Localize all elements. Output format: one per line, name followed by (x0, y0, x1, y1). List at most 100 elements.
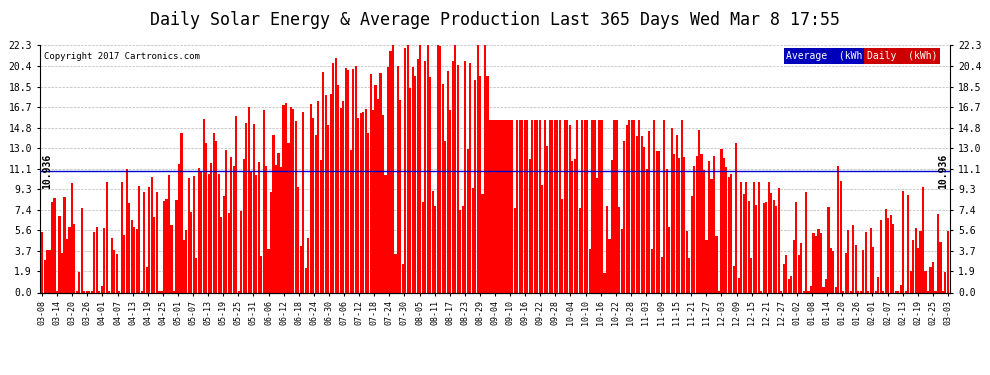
Bar (504, 120, 506, 292)
Bar (663, 120, 665, 292)
Bar (741, 182, 742, 292)
Bar (780, 291, 782, 292)
Bar (44, 260, 46, 292)
Bar (297, 187, 299, 292)
Bar (193, 176, 195, 292)
Bar (785, 255, 787, 292)
Bar (721, 149, 723, 292)
Bar (220, 217, 223, 292)
Bar (711, 178, 713, 292)
Bar (658, 151, 660, 292)
Bar (228, 213, 230, 292)
Bar (88, 291, 90, 292)
Bar (208, 174, 210, 292)
Bar (310, 104, 312, 292)
Bar (466, 150, 468, 292)
Bar (731, 174, 733, 292)
Bar (867, 291, 869, 292)
Bar (517, 120, 519, 292)
Bar (805, 192, 807, 292)
Bar (895, 291, 897, 292)
Bar (46, 250, 49, 292)
Bar (534, 120, 536, 292)
Bar (427, 45, 429, 292)
Bar (842, 291, 844, 292)
Bar (68, 227, 70, 292)
Bar (195, 258, 197, 292)
Bar (496, 120, 499, 292)
Bar (604, 273, 606, 292)
Bar (367, 132, 369, 292)
Bar (265, 166, 267, 292)
Bar (713, 156, 715, 292)
Bar (902, 191, 904, 292)
Bar (558, 120, 560, 292)
Bar (645, 169, 647, 292)
Bar (609, 239, 611, 292)
Bar (760, 291, 762, 292)
Bar (121, 182, 123, 292)
Bar (141, 291, 143, 292)
Bar (414, 76, 417, 292)
Bar (920, 231, 922, 292)
Bar (542, 185, 544, 292)
Bar (369, 74, 371, 292)
Bar (648, 131, 650, 292)
Bar (359, 113, 361, 292)
Bar (553, 120, 555, 292)
Bar (203, 118, 205, 292)
Bar (160, 291, 162, 292)
Bar (357, 118, 359, 292)
Bar (328, 125, 330, 292)
Bar (808, 291, 810, 292)
Bar (471, 189, 473, 292)
Bar (91, 291, 93, 292)
Bar (636, 135, 638, 292)
Bar (925, 271, 927, 292)
Bar (747, 201, 749, 292)
Bar (144, 192, 146, 292)
Bar (305, 268, 307, 292)
Bar (233, 166, 235, 292)
Bar (835, 287, 837, 292)
Bar (270, 192, 272, 292)
Bar (476, 45, 478, 292)
Bar (665, 169, 668, 292)
Bar (349, 150, 351, 292)
Bar (733, 266, 735, 292)
Bar (374, 86, 376, 292)
Bar (726, 166, 728, 292)
Bar (887, 218, 889, 292)
Bar (158, 291, 160, 292)
Bar (51, 202, 53, 292)
Bar (123, 235, 126, 292)
Bar (917, 248, 919, 292)
Bar (352, 69, 354, 292)
Bar (165, 199, 167, 292)
Bar (236, 116, 238, 292)
Bar (688, 258, 690, 292)
Bar (238, 291, 240, 292)
Bar (815, 236, 817, 292)
Bar (96, 227, 98, 292)
Bar (272, 135, 274, 292)
Text: Daily  (kWh): Daily (kWh) (866, 51, 938, 61)
Bar (514, 208, 516, 292)
Bar (644, 147, 645, 292)
Bar (445, 141, 446, 292)
Bar (302, 112, 305, 292)
Bar (456, 65, 458, 292)
Bar (330, 94, 332, 292)
Bar (757, 182, 760, 292)
Bar (685, 231, 688, 292)
Bar (484, 45, 486, 292)
Bar (153, 217, 155, 292)
Bar (650, 249, 652, 292)
Bar (133, 228, 136, 292)
Bar (619, 207, 621, 292)
Bar (813, 232, 815, 292)
Bar (257, 162, 259, 292)
Bar (78, 272, 80, 292)
Bar (691, 196, 693, 292)
Bar (693, 166, 695, 292)
